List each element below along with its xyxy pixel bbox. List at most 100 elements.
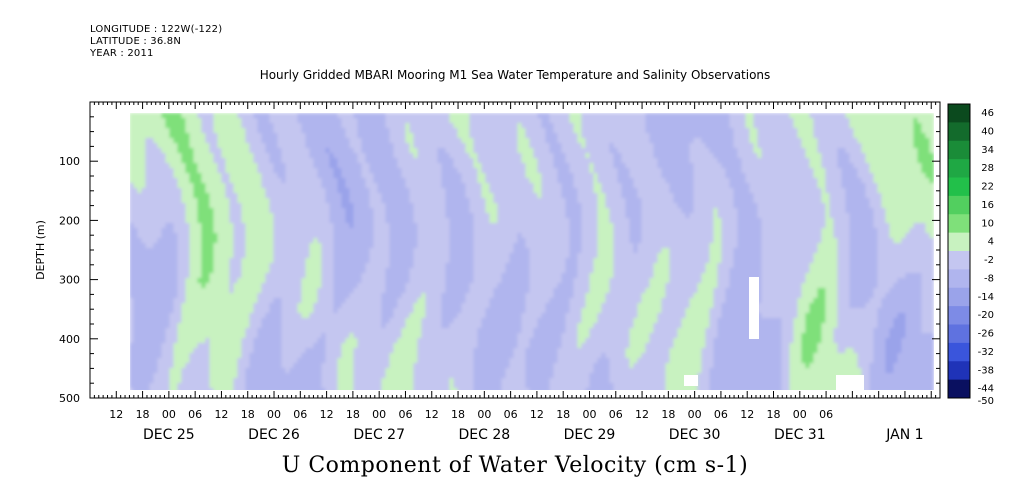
heatmap-cell (237, 198, 243, 204)
heatmap-cell (561, 208, 567, 214)
heatmap-cell (505, 118, 511, 124)
heatmap-cell (289, 223, 295, 229)
heatmap-cell (405, 218, 411, 224)
heatmap-cell (561, 223, 567, 229)
heatmap-cell (257, 228, 263, 234)
heatmap-cell (761, 113, 767, 119)
heatmap-cell (217, 138, 223, 144)
heatmap-cell (605, 218, 611, 224)
heatmap-cell (213, 223, 219, 229)
heatmap-cell (889, 113, 895, 119)
heatmap-cell (365, 173, 371, 179)
heatmap-cell (729, 223, 735, 229)
heatmap-cell (693, 163, 699, 169)
heatmap-cell (505, 133, 511, 139)
heatmap-cell (625, 213, 631, 219)
heatmap-cell (513, 228, 519, 234)
heatmap-cell (477, 173, 483, 179)
heatmap-cell (657, 173, 663, 179)
heatmap-cell (893, 158, 899, 164)
heatmap-cell (517, 213, 523, 219)
heatmap-cell (641, 223, 647, 229)
heatmap-cell (761, 153, 767, 159)
heatmap-cell (697, 223, 703, 229)
heatmap-cell (557, 148, 563, 154)
heatmap-cell (301, 228, 307, 234)
heatmap-cell (877, 128, 883, 134)
heatmap-cell (393, 143, 399, 149)
heatmap-cell (485, 193, 491, 199)
heatmap-cell (649, 133, 655, 139)
heatmap-cell (357, 173, 363, 179)
heatmap-cell (221, 123, 227, 129)
heatmap-cell (805, 148, 811, 154)
heatmap-cell (721, 153, 727, 159)
heatmap-cell (577, 128, 583, 134)
heatmap-cell (285, 213, 291, 219)
heatmap-cell (781, 228, 787, 234)
heatmap-cell (525, 148, 531, 154)
heatmap-cell (581, 233, 587, 239)
heatmap-cell (277, 178, 283, 184)
heatmap-cell (193, 173, 199, 179)
heatmap-cell (745, 178, 751, 184)
heatmap-cell (193, 223, 199, 229)
heatmap-cell (669, 173, 675, 179)
heatmap-cell (485, 153, 491, 159)
heatmap-cell (521, 193, 527, 199)
heatmap-cell (741, 153, 747, 159)
heatmap-cell (325, 158, 331, 164)
heatmap-cell (505, 193, 511, 199)
heatmap-cell (929, 123, 934, 129)
heatmap-cell (265, 143, 271, 149)
heatmap-cell (717, 203, 723, 209)
heatmap-cell (277, 203, 283, 209)
heatmap-cell (713, 153, 719, 159)
heatmap-cell (461, 168, 467, 174)
heatmap-cell (353, 208, 359, 214)
heatmap-cell (389, 228, 395, 234)
heatmap-cell (281, 208, 287, 214)
heatmap-cell (181, 203, 187, 209)
heatmap-cell (137, 228, 143, 234)
heatmap-cell (765, 183, 771, 189)
heatmap-cell (313, 133, 319, 139)
heatmap-cell (493, 203, 499, 209)
heatmap-cell (341, 158, 347, 164)
heatmap-cell (245, 223, 251, 229)
heatmap-cell (677, 148, 683, 154)
heatmap-cell (665, 158, 671, 164)
heatmap-cell (813, 143, 819, 149)
heatmap-cell (501, 113, 507, 119)
heatmap-cell (789, 118, 795, 124)
heatmap-cell (641, 148, 647, 154)
heatmap-cell (625, 218, 631, 224)
heatmap-cell (281, 183, 287, 189)
heatmap-cell (917, 148, 923, 154)
heatmap-cell (209, 148, 215, 154)
heatmap-cell (841, 213, 847, 219)
heatmap-cell (697, 168, 703, 174)
heatmap-cell (889, 158, 895, 164)
heatmap-cell (137, 203, 143, 209)
heatmap-cell (529, 148, 535, 154)
heatmap-cell (609, 178, 615, 184)
heatmap-cell (553, 138, 559, 144)
heatmap-cell (141, 128, 147, 134)
heatmap-cell (413, 213, 419, 219)
heatmap-cell (173, 163, 179, 169)
heatmap-cell (565, 148, 571, 154)
heatmap-cell (253, 193, 259, 199)
heatmap-cell (749, 178, 755, 184)
heatmap-cell (709, 213, 715, 219)
heatmap-cell (181, 128, 187, 134)
heatmap-cell (537, 178, 543, 184)
heatmap-cell (201, 148, 207, 154)
heatmap-cell (409, 188, 415, 194)
heatmap-cell (693, 183, 699, 189)
heatmap-cell (453, 183, 459, 189)
heatmap-cell (681, 203, 687, 209)
heatmap-cell (209, 208, 215, 214)
heatmap-cell (837, 118, 843, 124)
heatmap-cell (241, 233, 247, 239)
